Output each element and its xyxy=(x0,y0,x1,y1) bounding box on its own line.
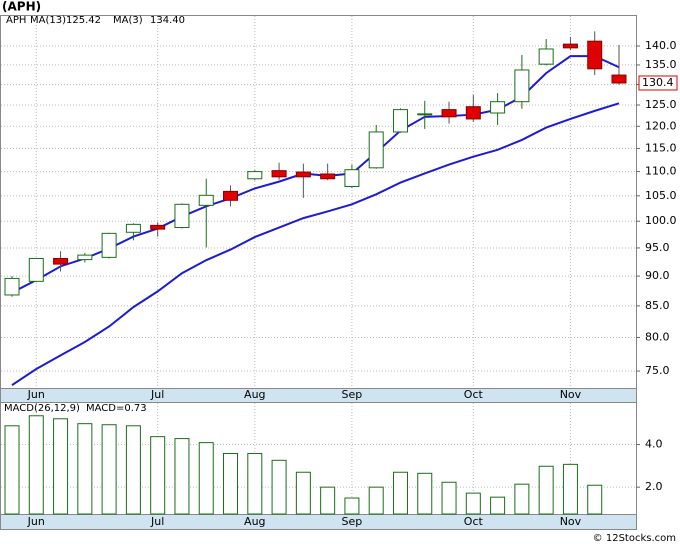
candle-body xyxy=(392,109,408,133)
bar xyxy=(4,425,20,515)
candle-body xyxy=(490,101,506,114)
legend-value: 125.42 xyxy=(66,15,101,26)
candle-body xyxy=(198,194,214,206)
price-panel xyxy=(0,15,637,389)
y-tick-label: 125.0 xyxy=(645,98,677,111)
x-tick-label: Oct xyxy=(464,388,484,401)
y-tick-label: 4.0 xyxy=(645,438,663,451)
x-tick-label: Sep xyxy=(342,388,363,401)
y-tick-label: 90.0 xyxy=(645,269,670,282)
x-tick-label: Jul xyxy=(150,515,164,528)
y-tick-label: 105.0 xyxy=(645,189,677,202)
bar xyxy=(198,442,214,515)
candle-body xyxy=(344,169,360,187)
candle-body xyxy=(538,48,554,65)
bar xyxy=(514,483,530,515)
bar xyxy=(53,418,69,515)
x-tick-label: Sep xyxy=(342,515,363,528)
bar xyxy=(125,425,141,515)
candle-body xyxy=(271,170,287,178)
ma-line xyxy=(11,102,620,386)
bar xyxy=(271,459,287,515)
candle-body xyxy=(125,223,141,233)
legend-value: 134.40 xyxy=(150,15,185,26)
x-tick-label: Jun xyxy=(27,515,45,528)
bar xyxy=(295,471,311,515)
legend-name: MA(3) xyxy=(113,15,143,26)
candle-body xyxy=(562,43,578,49)
candle-body xyxy=(101,232,117,258)
x-tick-label: Oct xyxy=(464,515,484,528)
y-tick-label: 100.0 xyxy=(645,214,677,227)
bar xyxy=(392,471,408,515)
x-tick-label: Nov xyxy=(560,515,582,528)
bar xyxy=(538,465,554,515)
y-tick-label: 75.0 xyxy=(645,364,670,377)
bar xyxy=(247,452,263,515)
x-tick-label: Aug xyxy=(244,515,265,528)
candle-body xyxy=(150,224,166,230)
candle-body xyxy=(295,171,311,178)
x-tick-label: Jul xyxy=(150,388,164,401)
candle-body xyxy=(441,109,457,118)
x-tick-label: Aug xyxy=(244,388,265,401)
bar xyxy=(465,492,481,515)
bar xyxy=(320,486,336,515)
candle-body xyxy=(53,257,69,265)
candle-body xyxy=(223,190,239,201)
bar xyxy=(101,424,117,515)
candle-body xyxy=(320,173,336,180)
bar xyxy=(417,472,433,515)
legend-name: MA(13) xyxy=(30,15,66,26)
x-tick-label: Nov xyxy=(560,388,582,401)
candle-body xyxy=(417,113,433,116)
bar xyxy=(490,496,506,515)
bar xyxy=(223,452,239,515)
candle-body xyxy=(465,106,481,120)
bar xyxy=(587,484,603,515)
candle-body xyxy=(247,171,263,180)
y-tick-label: 135.0 xyxy=(645,58,677,71)
candle-body xyxy=(77,254,93,261)
bar xyxy=(174,438,190,515)
bar xyxy=(150,436,166,515)
y-tick-label: 2.0 xyxy=(645,480,663,493)
macd-title: MACD(26,12,9) xyxy=(4,403,80,414)
plot-layer: 75.0 80.0 85.0 90.0 95.0 100.0 105.0 110.0 115.0… xyxy=(1,16,678,528)
bar xyxy=(344,497,360,515)
footer: © 12Stocks.com xyxy=(593,533,676,544)
bar xyxy=(28,415,44,515)
month-strip xyxy=(0,388,637,403)
y-tick-label: 110.0 xyxy=(645,165,677,178)
candle-body xyxy=(611,74,627,84)
candle-body xyxy=(368,131,384,169)
candle-body xyxy=(174,203,190,229)
x-tick-label: Jun xyxy=(27,388,45,401)
candle-body xyxy=(514,69,530,103)
y-tick-label: 140.0 xyxy=(645,39,677,52)
month-strip xyxy=(0,514,637,530)
y-tick-label: 85.0 xyxy=(645,299,670,312)
bar xyxy=(562,463,578,515)
bar xyxy=(441,481,457,515)
macd-subtitle: MACD=0.73 xyxy=(86,403,147,414)
y-tick-label: 80.0 xyxy=(645,330,670,343)
legend-symbol: APH xyxy=(6,15,26,26)
candle-body xyxy=(28,257,44,282)
bar xyxy=(77,423,93,515)
last-price-box xyxy=(638,75,678,91)
y-tick-label: 115.0 xyxy=(645,141,677,154)
candle-body xyxy=(4,277,20,296)
y-tick-label: 95.0 xyxy=(645,241,670,254)
candle-body xyxy=(587,40,603,70)
bar xyxy=(368,486,384,515)
last-price-label: 130.4 xyxy=(642,76,674,89)
page-title: (APH) xyxy=(2,0,41,14)
y-tick-label: 120.0 xyxy=(645,119,677,132)
